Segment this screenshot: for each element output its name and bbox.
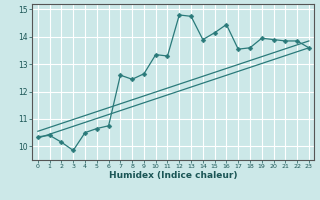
X-axis label: Humidex (Indice chaleur): Humidex (Indice chaleur) bbox=[108, 171, 237, 180]
